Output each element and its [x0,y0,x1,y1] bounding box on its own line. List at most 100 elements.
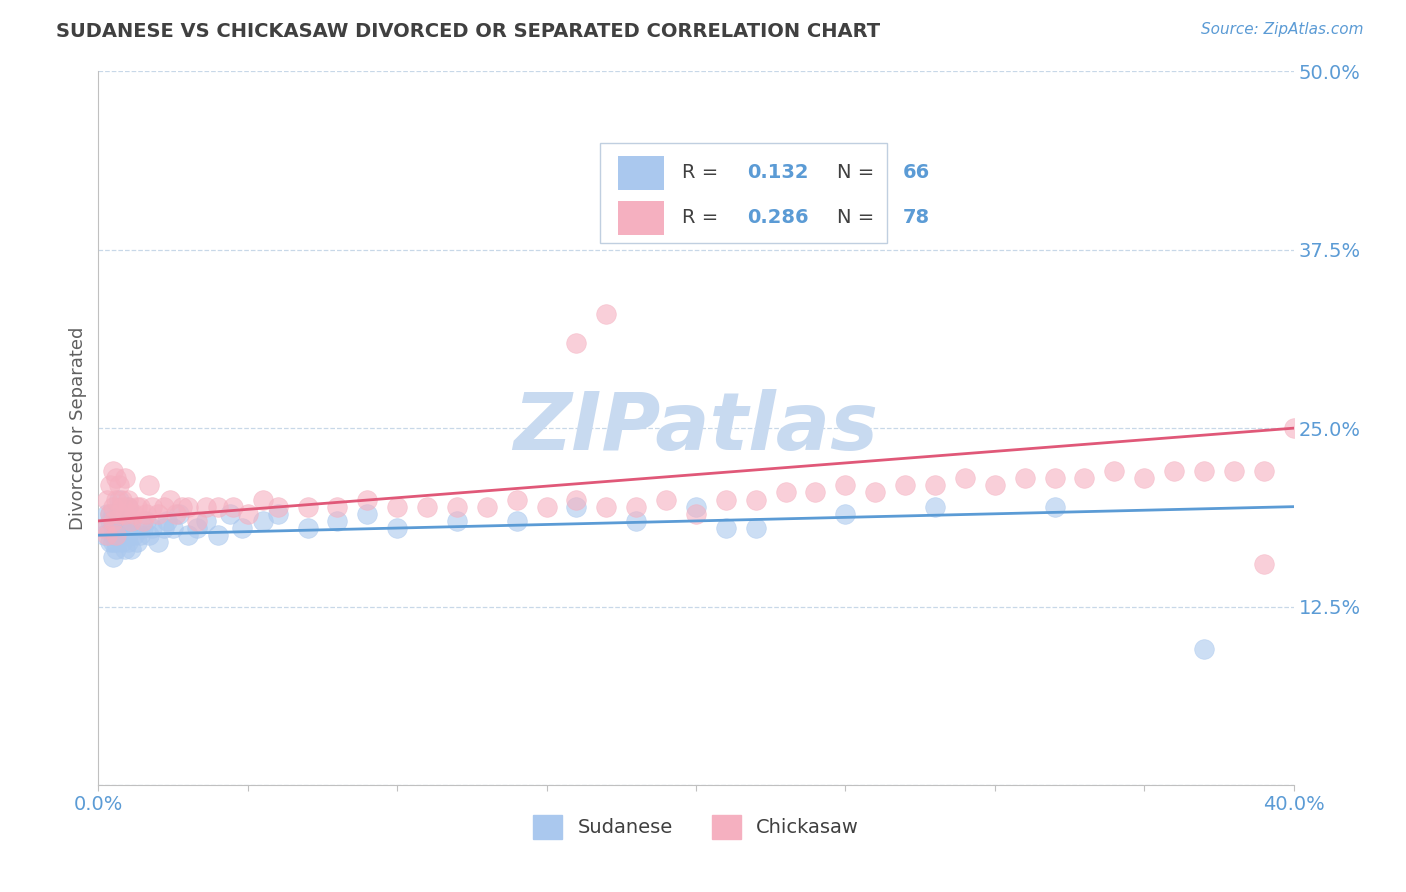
Point [103,528,125,542]
Point [120,521,142,535]
Text: Source: ZipAtlas.com: Source: ZipAtlas.com [1201,22,1364,37]
Point [114,507,136,521]
Point [117,500,139,514]
Point [565,335,588,350]
Point [117,514,139,528]
Point [446,514,468,528]
Point [416,500,439,514]
Point [108,528,131,542]
Point [114,528,136,542]
Point [1043,471,1066,485]
Point [103,521,125,535]
Point [626,500,648,514]
Point [98,514,122,528]
Point [108,521,131,535]
Point [446,500,468,514]
Point [111,500,134,514]
Point [297,500,319,514]
Point [745,521,768,535]
Point [103,535,125,549]
Point [267,507,290,521]
Point [267,500,290,514]
Point [105,542,128,557]
Point [186,521,208,535]
Point [105,521,128,535]
Point [685,507,707,521]
Point [111,521,134,535]
Point [626,514,648,528]
Point [127,500,149,514]
Point [231,521,253,535]
Point [924,500,946,514]
Point [177,500,200,514]
Point [105,528,128,542]
Point [1163,464,1185,478]
Point [135,514,157,528]
Point [96,528,118,542]
Point [1104,464,1126,478]
Point [96,492,118,507]
Point [103,549,125,564]
Point [98,535,122,549]
Point [1192,464,1215,478]
Point [167,507,190,521]
Text: 0.286: 0.286 [748,208,808,227]
Point [103,464,125,478]
Point [1253,557,1275,571]
Text: N =: N = [837,208,880,227]
Point [984,478,1007,492]
Point [356,492,378,507]
Point [148,535,170,549]
Point [103,514,125,528]
Point [120,514,142,528]
FancyBboxPatch shape [600,143,887,243]
Point [177,528,200,542]
Point [159,492,181,507]
Text: 78: 78 [903,208,929,227]
Point [153,500,176,514]
Point [98,507,122,521]
Point [195,514,218,528]
Text: ZIPatlas: ZIPatlas [513,389,879,467]
Point [141,500,163,514]
Point [114,542,136,557]
Point [148,507,170,521]
Point [117,528,139,542]
Point [96,521,118,535]
Point [1282,421,1305,435]
Point [207,528,229,542]
Point [685,500,707,514]
Point [111,507,134,521]
Point [105,535,128,549]
Point [326,514,349,528]
Point [222,500,245,514]
Text: R =: R = [682,163,724,182]
Point [105,471,128,485]
Point [1223,464,1246,478]
Text: SUDANESE VS CHICKASAW DIVORCED OR SEPARATED CORRELATION CHART: SUDANESE VS CHICKASAW DIVORCED OR SEPARA… [56,22,880,41]
Point [297,521,319,535]
Point [105,507,128,521]
Point [98,478,122,492]
Point [207,500,229,514]
Point [165,507,187,521]
Point [117,492,139,507]
Point [108,507,131,521]
Point [138,478,160,492]
Point [475,500,498,514]
Point [132,514,155,528]
Point [219,507,242,521]
Y-axis label: Divorced or Separated: Divorced or Separated [69,326,87,530]
Point [595,307,617,321]
Point [103,500,125,514]
Point [385,521,409,535]
Point [834,478,856,492]
FancyBboxPatch shape [619,201,664,235]
Point [924,478,946,492]
Point [111,492,134,507]
Point [195,500,218,514]
Point [536,500,558,514]
Point [120,542,142,557]
Point [114,471,136,485]
Point [252,492,274,507]
